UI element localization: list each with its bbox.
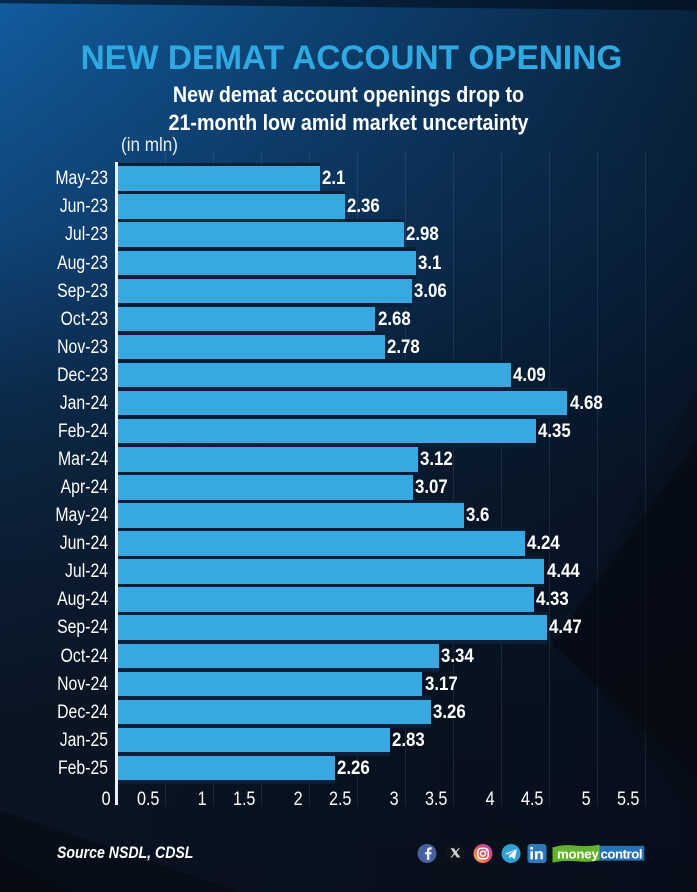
svg-text:money: money (557, 846, 599, 861)
svg-text:control: control (601, 846, 643, 861)
